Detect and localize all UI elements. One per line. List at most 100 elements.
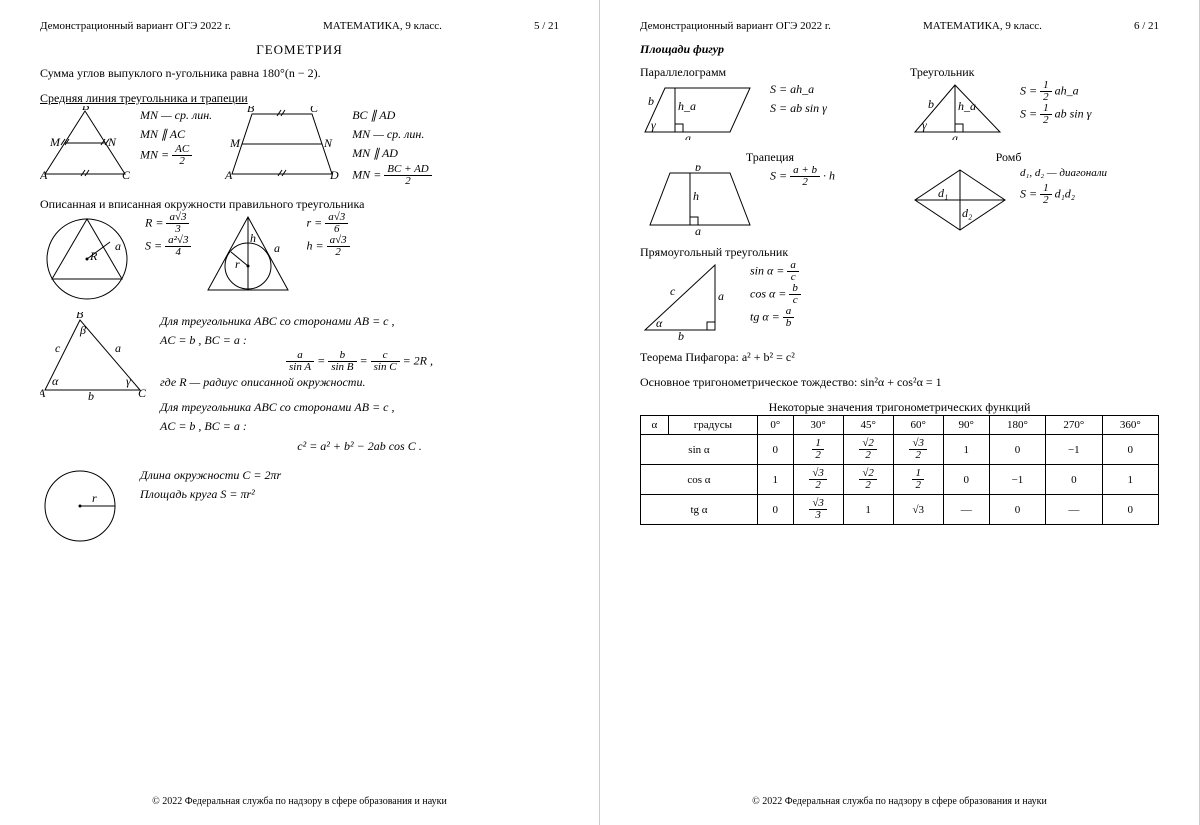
- svg-text:A: A: [224, 168, 233, 181]
- pyth: Теорема Пифагора: a² + b² = c²: [640, 350, 1159, 365]
- svg-text:r: r: [235, 257, 240, 271]
- svg-text:h_a: h_a: [678, 99, 696, 113]
- footer-6: © 2022 Федеральная служба по надзору в с…: [600, 796, 1199, 807]
- trig-cell: 0: [1102, 435, 1158, 465]
- trig-cell: 1: [757, 465, 793, 495]
- page-5: Демонстрационный вариант ОГЭ 2022 г. МАТ…: [0, 0, 600, 825]
- trig-col: 90°: [943, 416, 989, 435]
- tri-name: Треугольник: [910, 65, 1091, 80]
- svg-text:a: a: [115, 341, 121, 355]
- trig-cell: 0: [1046, 465, 1102, 495]
- trig-head-row: αградусы0°30°45°60°90°180°270°360°: [641, 416, 1159, 435]
- rtri-cos: cos α = bc: [750, 283, 801, 306]
- trig-col: α: [641, 416, 669, 435]
- svg-text:C: C: [310, 106, 319, 115]
- triangle-midline-fig: B AC MN: [40, 106, 130, 181]
- sine-law: asin A = bsin B = csin C = 2R ,: [160, 350, 559, 373]
- rhom-diag: d₁, d₂ — диагонали: [1020, 165, 1107, 183]
- trap-f: S = a + b2 · h: [770, 165, 835, 188]
- trapezoid-area-fig: b h a: [640, 165, 760, 235]
- svg-text:a: a: [695, 224, 701, 235]
- trapezoid-midline-fig: BC AD MN: [222, 106, 342, 181]
- svg-text:M: M: [49, 135, 61, 149]
- rtri-block: Прямоугольный треугольник c a b α sin α …: [640, 245, 1159, 340]
- trig-cell: 12: [893, 465, 943, 495]
- trig-row: tg α0√331√3—0—0: [641, 495, 1159, 525]
- hdr-pageno: 5 / 21: [534, 20, 559, 32]
- page-6: Демонстрационный вариант ОГЭ 2022 г. МАТ…: [600, 0, 1200, 825]
- hdr-center: МАТЕМАТИКА, 9 класс.: [323, 20, 442, 32]
- tri-mid-l1: MN — ср. лин.: [140, 106, 212, 125]
- sine-cos-text: Для треугольника ABC со сторонами AB = c…: [160, 312, 559, 456]
- trig-col: градусы: [668, 416, 757, 435]
- svg-text:C: C: [122, 168, 130, 181]
- trig-cell: √32: [793, 465, 843, 495]
- trig-col: 45°: [843, 416, 893, 435]
- trig-row: sin α012√22√3210−10: [641, 435, 1159, 465]
- rhom-name: Ромб: [910, 150, 1107, 165]
- trig-cell: 1: [1102, 465, 1158, 495]
- svg-text:d₂: d₂: [962, 206, 972, 220]
- rtri-sin: sin α = ac: [750, 260, 801, 283]
- trig-col: 0°: [757, 416, 793, 435]
- svg-text:a: a: [718, 289, 724, 303]
- trig-table: αградусы0°30°45°60°90°180°270°360° sin α…: [640, 415, 1159, 525]
- rhom-f: S = 12 d₁d₂: [1020, 183, 1107, 206]
- svg-text:α: α: [656, 316, 663, 330]
- circumscribed-fig: R a: [40, 212, 135, 302]
- cos-intro2: AC = b , BC = a :: [160, 417, 559, 436]
- circle-fig: r: [40, 466, 130, 546]
- sum-angles: Сумма углов выпуклого n-угольника равна …: [40, 66, 559, 81]
- triangle-area-fig: b h_a a γ: [910, 80, 1010, 140]
- areas-title: Площади фигур: [640, 42, 1159, 57]
- trap-mid-formulas: BC ∥ AD MN — ср. лин. MN ∥ AD MN = BC + …: [352, 106, 432, 187]
- trig-row: cos α1√32√22120−101: [641, 465, 1159, 495]
- tri-mid-formulas: MN — ср. лин. MN ∥ AC MN = AC2: [140, 106, 212, 167]
- hdr-left: Демонстрационный вариант ОГЭ 2022 г.: [40, 20, 231, 32]
- circum-title: Описанная и вписанная окружности правиль…: [40, 197, 559, 212]
- para-block: Параллелограмм b h_a a γ S = ah_a S = ab…: [640, 65, 900, 140]
- trig-row-label: sin α: [641, 435, 758, 465]
- svg-text:B: B: [247, 106, 255, 115]
- svg-text:N: N: [107, 135, 117, 149]
- trig-cell: 1: [843, 495, 893, 525]
- table-title: Некоторые значения тригонометрических фу…: [640, 400, 1159, 415]
- svg-text:b: b: [928, 97, 934, 111]
- trig-cell: √22: [843, 465, 893, 495]
- trig-col: 60°: [893, 416, 943, 435]
- trap-name: Трапеция: [640, 150, 900, 165]
- tri-f2: S = 12 ab sin γ: [1020, 103, 1091, 126]
- trap-mid-l2: MN ∥ AD: [352, 144, 432, 163]
- right-triangle-fig: c a b α: [640, 260, 740, 340]
- header-6: Демонстрационный вариант ОГЭ 2022 г. МАТ…: [640, 20, 1159, 32]
- rtri-name: Прямоугольный треугольник: [640, 245, 1159, 260]
- rhombus-fig: d₁ d₂: [910, 165, 1010, 235]
- midline-title: Средняя линия треугольника и трапеции: [40, 91, 559, 106]
- trig-cell: −1: [989, 465, 1045, 495]
- tri-block: Треугольник b h_a a γ S = 12 ah_a: [910, 65, 1091, 140]
- trig-col: 270°: [1046, 416, 1102, 435]
- trig-cell: √3: [893, 495, 943, 525]
- svg-text:N: N: [323, 136, 333, 150]
- sine-intro1: Для треугольника ABC со сторонами AB = c…: [160, 312, 559, 331]
- svg-text:b: b: [88, 389, 94, 402]
- para-f2: S = ab sin γ: [770, 99, 827, 118]
- svg-text:a: a: [115, 239, 121, 253]
- svg-text:D: D: [329, 168, 339, 181]
- svg-text:h: h: [693, 189, 699, 203]
- svg-text:γ: γ: [651, 118, 656, 132]
- trig-cell: √22: [843, 435, 893, 465]
- svg-text:d₁: d₁: [938, 186, 948, 200]
- svg-text:C: C: [138, 386, 147, 400]
- svg-text:R: R: [89, 249, 98, 263]
- trap-mid-l1: MN — ср. лин.: [352, 125, 432, 144]
- trig-cell: 12: [793, 435, 843, 465]
- svg-text:A: A: [40, 386, 46, 400]
- trig-col: 360°: [1102, 416, 1158, 435]
- trig-body: sin α012√22√3210−10cos α1√32√22120−101tg…: [641, 435, 1159, 525]
- midline-section: Средняя линия треугольника и трапеции B …: [40, 91, 559, 187]
- svg-text:β: β: [79, 323, 86, 337]
- hdr-center-6: МАТЕМАТИКА, 9 класс.: [923, 20, 1042, 32]
- trig-cell: 0: [757, 495, 793, 525]
- hdr-pageno-6: 6 / 21: [1134, 20, 1159, 32]
